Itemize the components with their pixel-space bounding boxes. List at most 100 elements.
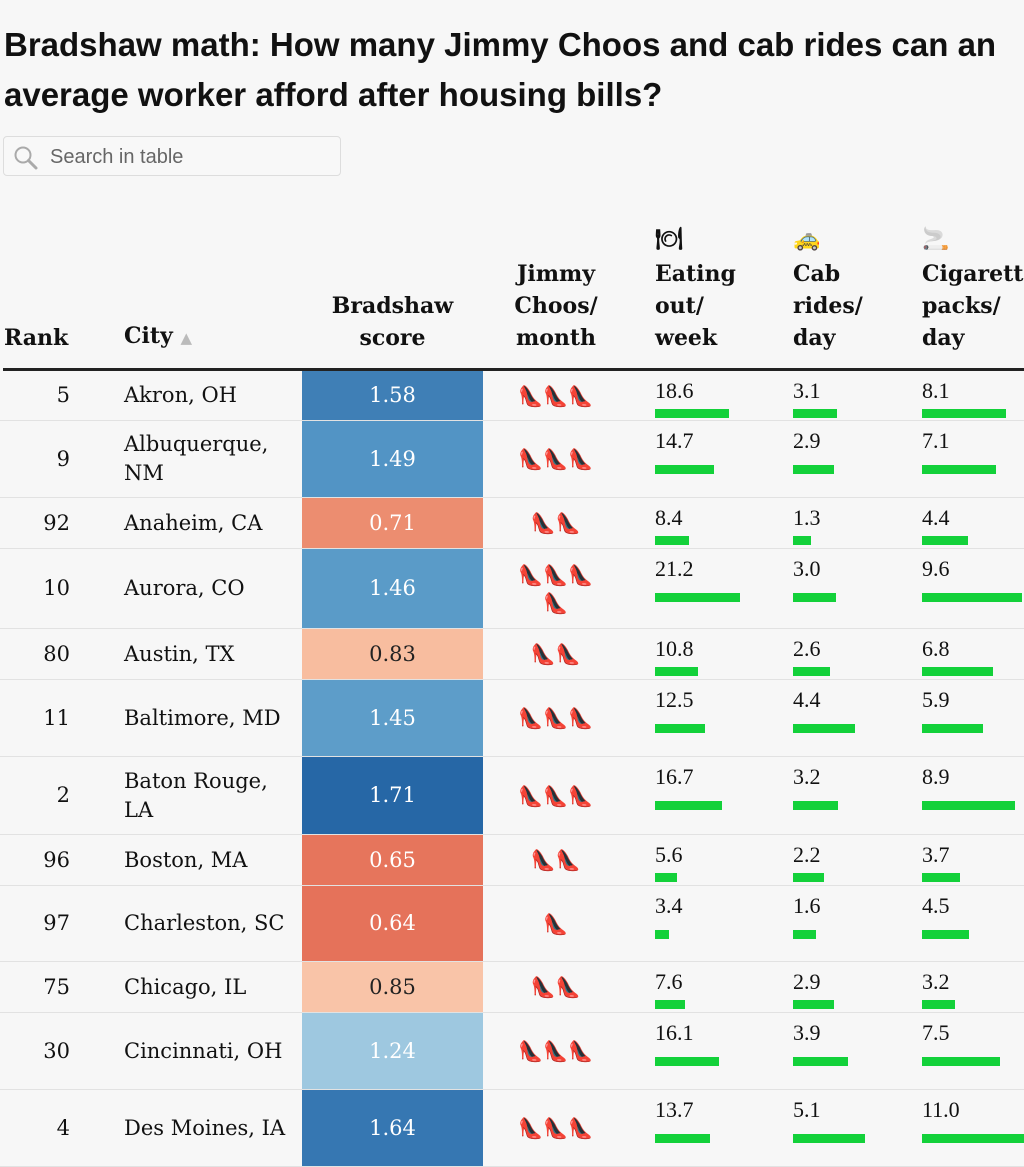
cab-bar [793,801,838,810]
city-cell: Chicago, IL [124,974,247,999]
header-cig[interactable]: 🚬 Cigarette packs/ day [922,224,1024,354]
cab-bar [793,930,816,939]
high-heel-icon: 👠 [567,562,593,587]
eating-value: 8.4 [655,505,683,530]
score-cell: 0.83 [302,629,483,679]
eating-bar [655,409,729,418]
header-score[interactable]: Bradshaw score [302,290,483,354]
shoes-cell: 👠👠👠 [483,421,628,497]
cig-value: 4.5 [922,893,950,918]
cig-bar [922,667,993,676]
score-cell: 0.71 [302,498,483,548]
header-score-label: Bradshaw score [331,293,454,351]
city-cell: Baltimore, MD [124,705,281,730]
high-heel-icon: 👠 [543,562,568,587]
high-heel-icon: 👠 [543,590,568,615]
city-cell: Boston, MA [124,847,248,872]
header-cab[interactable]: 🚕 Cab rides/ day [793,224,883,354]
table-row: 4 Des Moines, IA 1.64 👠👠👠 13.7 5.1 11.0 [0,1090,1024,1167]
high-heel-icon: 👠 [518,1039,544,1063]
cig-value: 5.9 [922,687,950,712]
cig-value: 3.7 [922,842,950,867]
eating-value: 16.7 [655,764,694,789]
city-cell: Austin, TX [124,641,235,666]
city-cell: Des Moines, IA [124,1115,286,1140]
shoes-cell: 👠👠 [483,835,628,885]
cab-value: 3.1 [793,378,821,403]
high-heel-icon: 👠 [543,447,568,471]
cab-value: 2.9 [793,969,821,994]
table-row: 2 Baton Rouge, LA 1.71 👠👠👠 16.7 3.2 8.9 [0,757,1024,835]
eating-bar [655,873,677,882]
shoes-cell: 👠👠👠 [483,680,628,756]
high-heel-icon: 👠 [567,1039,593,1063]
table-header: Rank City ▲ Bradshaw score Jimmy Choos/ … [0,220,1024,370]
score-cell: 1.46 [302,549,483,628]
shoes-cell: 👠👠👠 [483,371,628,420]
cab-bar [793,724,855,733]
high-heel-icon: 👠 [530,511,556,535]
cig-value: 6.8 [922,636,950,661]
rank-cell: 10 [43,576,70,600]
eating-value: 21.2 [655,556,694,581]
header-cab-label: Cab rides/ day [793,261,863,351]
taxi-icon: 🚕 [793,226,821,252]
cab-bar [793,873,824,882]
rank-cell: 9 [56,446,70,471]
score-cell: 1.45 [302,680,483,756]
cig-value: 7.5 [922,1020,950,1045]
high-heel-icon: 👠 [543,1039,568,1063]
search-box[interactable] [3,136,341,176]
cig-value: 9.6 [922,556,950,581]
rank-cell: 92 [43,510,70,535]
eating-bar [655,667,698,676]
table-row: 5 Akron, OH 1.58 👠👠👠 18.6 3.1 8.1 [0,371,1024,421]
eating-value: 18.6 [655,378,694,403]
eating-value: 5.6 [655,842,683,867]
high-heel-icon: 👠 [543,783,568,808]
header-cig-label: Cigarette packs/ day [922,261,1024,351]
header-choos[interactable]: Jimmy Choos/ month [506,258,606,354]
rank-cell: 5 [56,383,70,407]
city-cell: Albuquerque, NM [124,432,269,485]
shoes-cell: 👠👠👠 [483,1013,628,1089]
header-eating[interactable]: 🍽 Eating out/ week [655,224,765,354]
table-row: 30 Cincinnati, OH 1.24 👠👠👠 16.1 3.9 7.5 [0,1013,1024,1090]
header-city[interactable]: City ▲ [124,320,192,354]
city-cell: Charleston, SC [124,911,285,935]
eating-bar [655,1000,685,1009]
cab-value: 1.6 [793,893,821,918]
search-input[interactable] [48,143,332,171]
header-city-label: City [124,323,173,349]
high-heel-icon: 👠 [567,447,593,471]
score-cell: 1.71 [302,757,483,834]
high-heel-icon: 👠 [530,642,556,666]
rank-cell: 96 [43,847,70,872]
shoes-cell: 👠👠 [483,629,628,679]
cig-bar [922,930,969,939]
sort-ascending-icon: ▲ [180,329,193,347]
table-row: 10 Aurora, CO 1.46 👠👠👠 👠 21.2 3.0 9.6 [0,549,1024,629]
cab-bar [793,409,837,418]
eating-bar [655,801,722,810]
header-rank[interactable]: Rank [4,322,68,354]
cab-bar [793,536,811,545]
high-heel-icon: 👠 [543,383,568,408]
rank-cell: 30 [43,1038,70,1063]
cig-bar [922,593,1022,602]
cab-value: 2.6 [793,636,821,661]
header-choos-label: Jimmy Choos/ month [514,261,598,351]
eating-bar [655,724,705,733]
cab-bar [793,667,830,676]
high-heel-icon: 👠 [555,642,581,666]
rank-cell: 11 [43,705,70,730]
rank-cell: 80 [43,641,70,666]
high-heel-icon: 👠 [543,911,568,936]
eating-bar [655,536,689,545]
cig-bar [922,873,960,882]
cab-bar [793,1057,848,1066]
city-cell: Akron, OH [124,383,237,407]
eating-value: 10.8 [655,636,694,661]
score-cell: 0.65 [302,835,483,885]
table-row: 97 Charleston, SC 0.64 👠 3.4 1.6 4.5 [0,886,1024,962]
